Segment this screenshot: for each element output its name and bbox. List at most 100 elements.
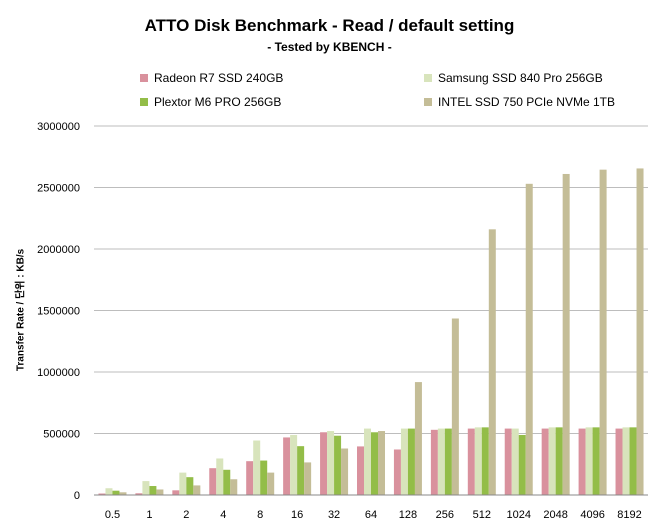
bar: [112, 490, 120, 495]
bar: [585, 427, 593, 495]
legend-item-radeon: Radeon R7 SSD 240GB: [140, 71, 283, 85]
bar: [518, 434, 526, 495]
bar: [378, 431, 385, 495]
bar: [481, 427, 489, 495]
bar: [525, 183, 533, 495]
bar: [186, 477, 194, 495]
bar: [578, 428, 586, 495]
bar: [615, 428, 623, 495]
x-tick-label: 4: [220, 509, 226, 521]
x-tick-label: 128: [399, 509, 417, 521]
bar: [541, 428, 549, 495]
legend-item-plextor: Plextor M6 PRO 256GB: [140, 95, 281, 109]
bar: [548, 427, 556, 495]
y-tick-label: 0: [74, 490, 80, 502]
bar: [105, 488, 113, 495]
y-tick-label: 1000000: [37, 367, 80, 379]
y-tick-label: 3000000: [37, 121, 80, 133]
bar: [156, 489, 164, 495]
bar: [216, 458, 224, 495]
bar: [371, 432, 378, 495]
bar: [209, 468, 217, 495]
legend-label-plextor: Plextor M6 PRO 256GB: [154, 95, 282, 109]
y-tick-label: 2500000: [37, 183, 80, 195]
bar: [414, 382, 422, 495]
bar: [320, 432, 328, 495]
bar: [599, 169, 607, 496]
bar: [444, 428, 452, 495]
x-tick-label: 512: [473, 509, 491, 521]
bar: [451, 318, 459, 495]
bar: [135, 493, 143, 495]
legend-swatch-radeon: [140, 74, 148, 82]
bar: [504, 428, 512, 495]
bar: [179, 472, 187, 495]
bars: [98, 168, 644, 496]
x-tick-label: 0.5: [105, 509, 120, 521]
chart-title: ATTO Disk Benchmark - Read / default set…: [144, 16, 515, 35]
legend-swatch-intel: [424, 98, 432, 106]
x-tick-label: 1: [146, 509, 152, 521]
bar: [636, 168, 644, 495]
y-tick-label: 500000: [43, 429, 80, 441]
bar: [488, 229, 496, 495]
legend-label-radeon: Radeon R7 SSD 240GB: [154, 71, 284, 85]
legend-label-intel: INTEL SSD 750 PCIe NVMe 1TB: [438, 95, 615, 109]
x-tick-label: 2: [183, 509, 189, 521]
bar: [283, 437, 291, 495]
y-tick-label: 1500000: [37, 306, 80, 318]
bar: [297, 446, 305, 495]
bar: [592, 427, 600, 495]
bar: [267, 472, 275, 495]
legend-item-intel: INTEL SSD 750 PCIe NVMe 1TB: [424, 95, 615, 109]
bar: [98, 493, 106, 495]
bar: [149, 486, 157, 495]
bar: [341, 448, 349, 495]
bar: [223, 469, 231, 495]
bar: [290, 434, 298, 495]
x-tick-label: 256: [436, 509, 454, 521]
bar: [193, 485, 201, 495]
x-tick-label: 8192: [617, 509, 641, 521]
bar: [260, 460, 268, 495]
bar: [407, 428, 415, 495]
bar: [230, 479, 238, 495]
bar: [629, 427, 637, 495]
bar: [437, 428, 445, 495]
bar: [364, 428, 371, 495]
bar: [327, 431, 335, 495]
bar: [511, 428, 519, 495]
bar: [142, 481, 150, 495]
x-tick-label: 8: [257, 509, 263, 521]
x-tick-label: 16: [291, 509, 303, 521]
y-tick-label: 2000000: [37, 244, 80, 256]
bar: [253, 440, 261, 495]
bar: [119, 492, 127, 495]
bar: [334, 435, 342, 495]
legend-item-samsung: Samsung SSD 840 Pro 256GB: [424, 71, 603, 85]
bar: [400, 428, 408, 495]
bar: [430, 429, 438, 495]
legend-swatch-plextor: [140, 98, 148, 106]
bar: [172, 490, 180, 495]
x-tick-label: 64: [365, 509, 377, 521]
x-tick-label: 4096: [580, 509, 604, 521]
bar: [555, 427, 563, 495]
bar: [562, 173, 570, 495]
x-tick-label: 2048: [543, 509, 567, 521]
bar: [357, 446, 364, 495]
legend-label-samsung: Samsung SSD 840 Pro 256GB: [438, 71, 603, 85]
x-axis-ticks: 0.5 1 2 4 8 16 32 64 128 256 512 1024 2048 4096 8192: [105, 509, 642, 521]
bar: [474, 427, 482, 495]
x-tick-label: 32: [328, 509, 340, 521]
bar: [467, 428, 475, 495]
bar: [246, 461, 254, 495]
bar: [304, 462, 312, 495]
chart-subtitle: - Tested by KBENCH -: [267, 40, 392, 54]
bar: [393, 449, 401, 495]
bar: [622, 427, 630, 495]
x-tick-label: 1024: [506, 509, 530, 521]
y-axis-ticks: 0 500000 1000000 1500000 2000000 2500000 30000…: [37, 121, 80, 502]
legend-swatch-samsung: [424, 74, 432, 82]
